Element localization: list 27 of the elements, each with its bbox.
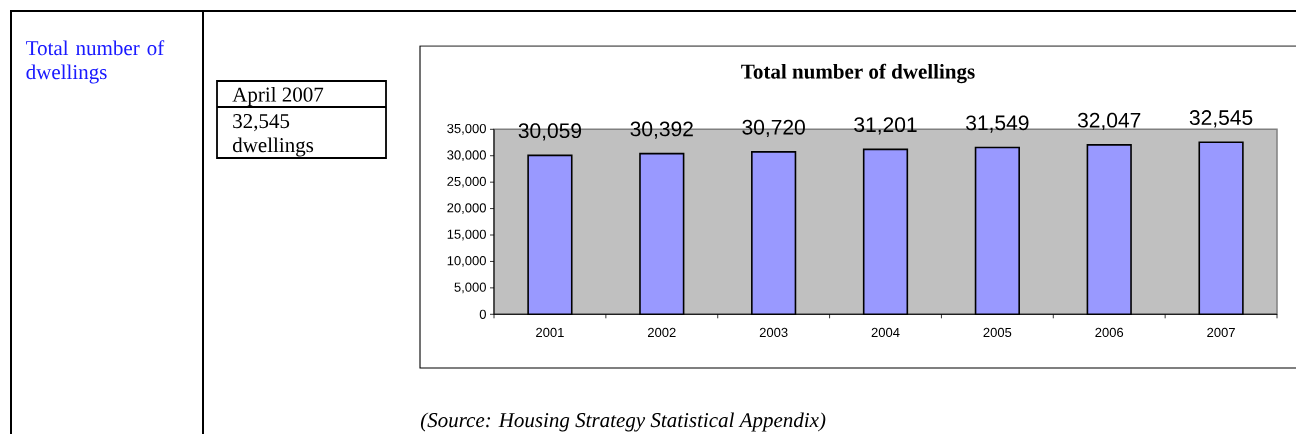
data-label: 30,392	[630, 121, 693, 139]
data-label: 30,059	[518, 123, 582, 141]
y-tick-label: 5,000	[454, 282, 486, 294]
chart-title: Total number of dwellings	[741, 63, 975, 84]
x-tick-label: 2007	[1207, 327, 1235, 338]
text: (Source: Housing Strategy Statistical Appendix)	[420, 412, 826, 432]
y-tick-label: 30,000	[447, 150, 486, 162]
x-tick-label: 2002	[647, 327, 676, 338]
x-tick-label: 2005	[983, 327, 1012, 338]
x-tick-label: 2004	[871, 327, 900, 338]
x-tick-label: 2006	[1095, 327, 1124, 338]
y-tick-label: 20,000	[447, 203, 486, 214]
x-tick-label: 2001	[536, 327, 564, 338]
text: 32,545 dwellings	[232, 114, 314, 157]
y-tick-label: 35,000	[447, 123, 486, 135]
text: Total number of dwellings	[26, 40, 165, 84]
data-label: 32,545	[1189, 110, 1253, 128]
y-tick-label: 0	[479, 309, 486, 319]
y-tick-label: 15,000	[447, 229, 486, 241]
text: April 2007	[232, 86, 324, 106]
y-tick-label: 25,000	[447, 176, 486, 188]
data-label: 31,549	[966, 115, 1029, 133]
data-label: 32,047	[1077, 112, 1141, 131]
x-tick-label: 2003	[759, 327, 788, 338]
data-label: 31,201	[854, 117, 917, 135]
data-label: 30,720	[742, 119, 805, 138]
y-tick-label: 10,000	[447, 256, 486, 267]
